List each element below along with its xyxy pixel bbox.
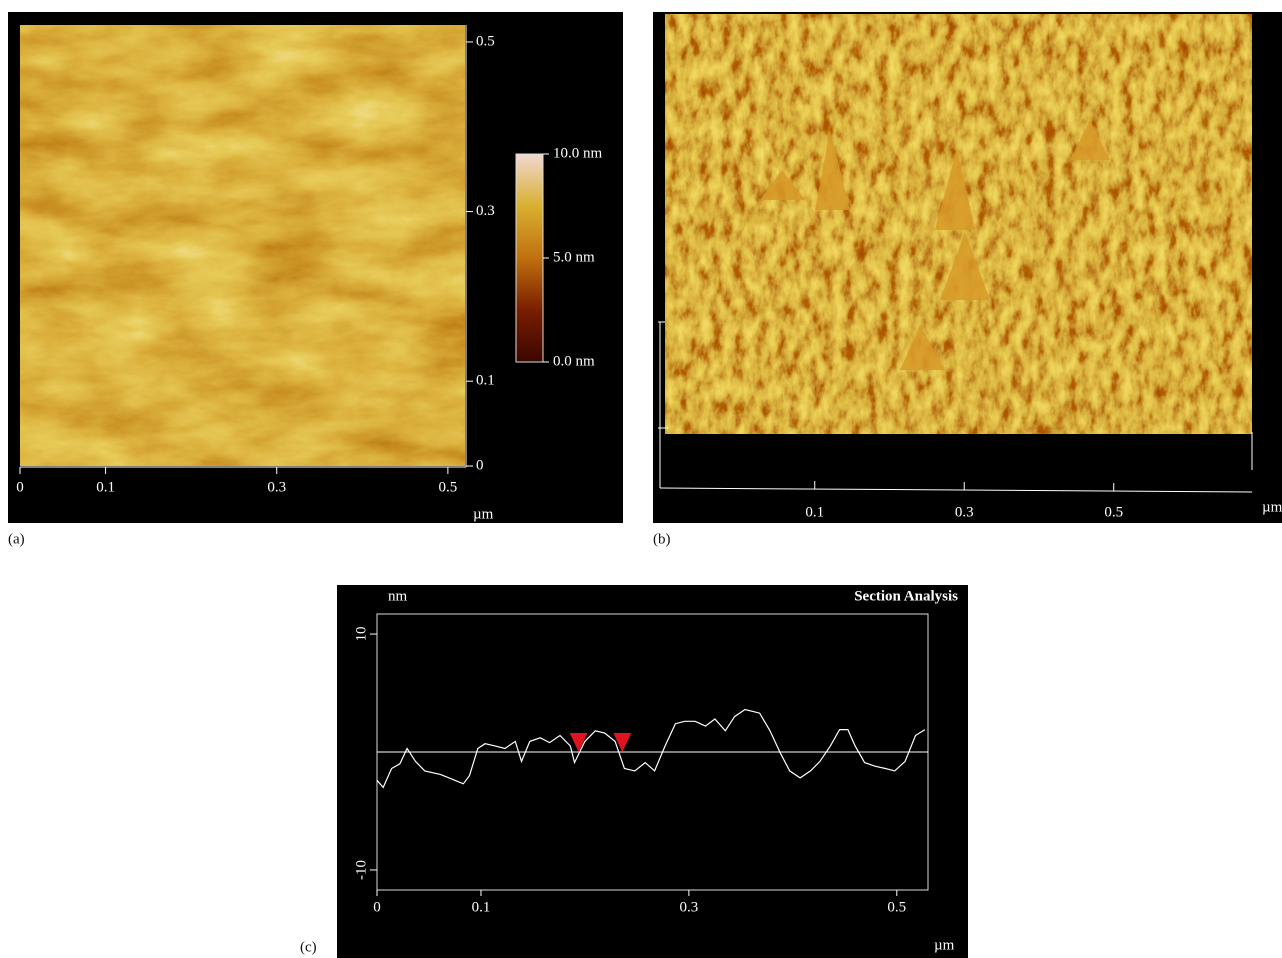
panel-background <box>337 585 968 958</box>
x-tick-label: 0.1 <box>805 504 824 520</box>
x-axis-label: µm <box>473 506 494 522</box>
y-tick-label: 0.5 <box>476 33 495 49</box>
x-tick-label: 0 <box>373 899 381 915</box>
x-tick-label: 0.1 <box>96 479 115 495</box>
section-profile <box>376 708 926 789</box>
y-tick-label: 0.1 <box>476 373 495 389</box>
y-axis-label: nm <box>388 588 408 604</box>
cursor-marker <box>569 733 588 752</box>
y-tick-label: -10 <box>353 860 369 880</box>
chart-title: Section Analysis <box>854 588 958 604</box>
x-tick-label: 0.3 <box>267 479 286 495</box>
colorbar <box>515 153 544 363</box>
colorbar-label: 10.0 nm <box>553 145 603 161</box>
y-tick-label: 0 <box>476 457 484 473</box>
x-axis-line <box>659 487 1253 493</box>
x-tick-label: 0 <box>16 479 24 495</box>
panel-label: (b) <box>653 531 671 547</box>
colorbar-label: 5.0 nm <box>553 249 595 265</box>
colorbar-label: 0.0 nm <box>553 353 595 369</box>
x-tick-label: 0.5 <box>887 899 906 915</box>
x-axis-label: µm <box>1262 499 1282 515</box>
y-tick-label: 0.3 <box>476 203 495 219</box>
x-axis-label: µm <box>934 937 955 953</box>
panel-label: (c) <box>300 939 317 955</box>
x-tick-label: 0.1 <box>472 899 491 915</box>
x-tick-label: 0.5 <box>1104 504 1123 520</box>
panel-label: (a) <box>8 531 25 547</box>
surface-peaks <box>760 120 1110 370</box>
x-tick-label: 0.3 <box>680 899 699 915</box>
x-tick-label: 0.5 <box>439 479 458 495</box>
cursor-marker <box>613 733 632 752</box>
afm-height-image <box>20 25 465 466</box>
x-tick-label: 0.3 <box>955 504 974 520</box>
y-tick-label: 10 <box>353 627 369 642</box>
